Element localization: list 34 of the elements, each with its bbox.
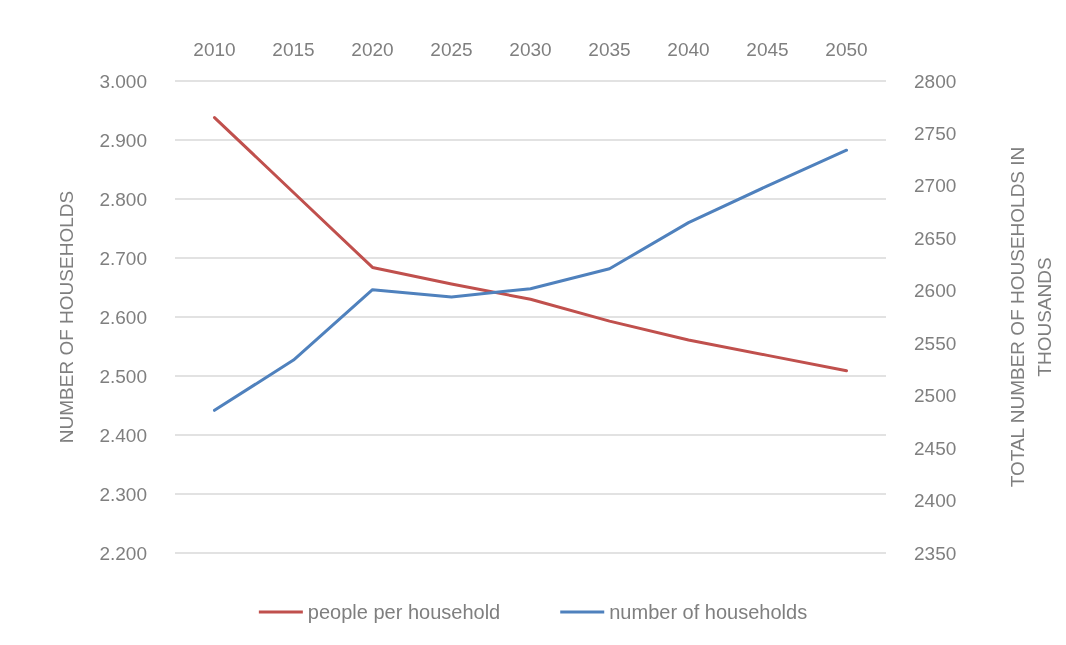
legend-label: number of households: [609, 601, 808, 623]
y-tick-label: 2.500: [99, 365, 147, 387]
x-tick-label: 2050: [825, 39, 868, 60]
line-series: [213, 148, 848, 412]
y-tick-label: 2.600: [99, 306, 147, 328]
line-series: [213, 116, 848, 373]
y2-tick-label: 2650: [914, 227, 957, 249]
y-tick-label: 2.300: [99, 483, 147, 505]
y-tick-label: 2.400: [99, 424, 147, 446]
legend-label: people per household: [307, 601, 501, 623]
y2-tick-label: 2400: [914, 490, 957, 512]
x-tick-label: 2020: [351, 39, 394, 60]
y2-axis-title: TOTAL NUMBER OF HOUSEHOLDS IN THOUSANDS: [1007, 146, 1055, 488]
y-tick-label: 2.700: [99, 247, 147, 269]
x-tick-label: 2045: [746, 39, 789, 60]
y2-tick-label: 2800: [914, 70, 957, 92]
y2-tick-label: 2750: [914, 122, 957, 144]
y-axis-title: NUMBER OF HOUSEHOLDS: [56, 190, 77, 444]
y2-tick-label: 2450: [914, 437, 957, 459]
x-tick-label: 2015: [272, 39, 315, 60]
x-tick-label: 2035: [588, 39, 631, 60]
y2-tick-label: 2550: [914, 332, 957, 354]
x-tick-label: 2010: [193, 39, 236, 60]
x-tick-label: 2030: [509, 39, 552, 60]
y2-tick-label: 2600: [914, 280, 957, 302]
y2-tick-label: 2500: [914, 385, 957, 407]
y-tick-label: 2.200: [99, 542, 147, 564]
y-tick-label: 2.900: [99, 129, 147, 151]
y2-tick-label: 2350: [914, 542, 957, 564]
y-tick-label: 2.800: [99, 188, 147, 210]
x-tick-label: 2040: [667, 39, 710, 60]
x-tick-label: 2025: [430, 39, 473, 60]
y2-tick-label: 2700: [914, 175, 957, 197]
y-tick-label: 3.000: [99, 70, 147, 92]
